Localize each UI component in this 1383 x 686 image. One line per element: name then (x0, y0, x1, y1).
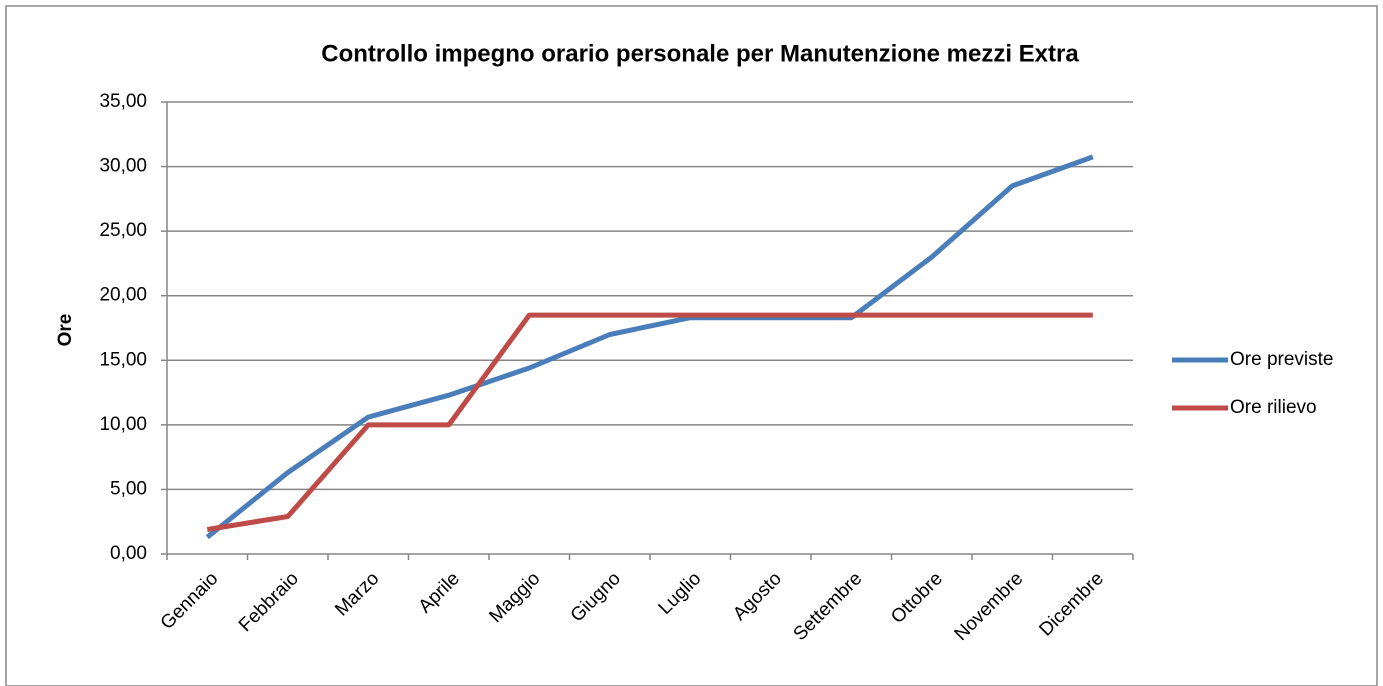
legend-label: Ore rilievo (1230, 397, 1317, 418)
chart-frame (5, 5, 1378, 686)
series-line (206, 312, 1093, 532)
chart-title: Controllo impegno orario personale per M… (321, 40, 1079, 67)
y-tick-label: 0,00 (110, 543, 147, 564)
y-tick-label: 30,00 (99, 156, 147, 177)
series-line (205, 154, 1094, 540)
legend-label: Ore previste (1230, 349, 1333, 370)
y-tick-label: 35,00 (99, 91, 147, 112)
y-tick-label: 15,00 (99, 349, 147, 370)
y-tick-label: 10,00 (99, 414, 147, 435)
y-tick-label: 25,00 (99, 220, 147, 241)
y-axis-label: Ore (55, 314, 76, 347)
y-tick-label: 5,00 (110, 478, 147, 499)
y-tick-label: 20,00 (99, 285, 147, 306)
